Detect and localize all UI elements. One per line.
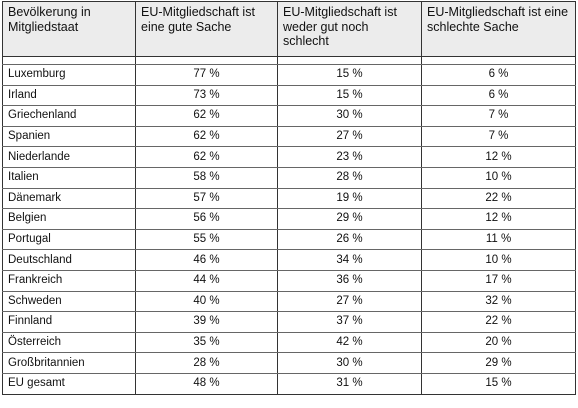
country-cell: Niederlande bbox=[2, 146, 136, 168]
bad-cell: 29 % bbox=[421, 352, 576, 374]
table-row: Portugal 55 % 26 % 11 % bbox=[2, 229, 576, 251]
table-row: Österreich 35 % 42 % 20 % bbox=[2, 332, 576, 354]
neutral-cell: 19 % bbox=[277, 188, 422, 210]
eu-membership-table: Bevölkerung in Mitgliedstaat EU-Mitglied… bbox=[2, 1, 576, 395]
bad-cell: 7 % bbox=[421, 105, 576, 127]
neutral-cell: 28 % bbox=[277, 167, 422, 189]
bad-cell: 20 % bbox=[421, 332, 576, 354]
table-row: Irland 73 % 15 % 6 % bbox=[2, 85, 576, 107]
table-row: Niederlande 62 % 23 % 12 % bbox=[2, 146, 576, 168]
spacer-cell bbox=[421, 56, 576, 65]
table-row: Deutschland 46 % 34 % 10 % bbox=[2, 249, 576, 271]
table-row-total: EU gesamt 48 % 31 % 15 % bbox=[2, 373, 576, 395]
neutral-cell: 29 % bbox=[277, 208, 422, 230]
neutral-cell: 27 % bbox=[277, 126, 422, 148]
table-row: Großbritannien 28 % 30 % 29 % bbox=[2, 352, 576, 374]
country-cell: Frankreich bbox=[2, 270, 136, 292]
neutral-cell: 42 % bbox=[277, 332, 422, 354]
bad-cell: 12 % bbox=[421, 208, 576, 230]
good-cell: 62 % bbox=[135, 126, 278, 148]
good-cell: 62 % bbox=[135, 146, 278, 168]
table-row: Finnland 39 % 37 % 22 % bbox=[2, 311, 576, 333]
table-row: Luxemburg 77 % 15 % 6 % bbox=[2, 64, 576, 86]
spacer-cell bbox=[135, 56, 278, 65]
country-cell: Luxemburg bbox=[2, 64, 136, 86]
neutral-cell: 36 % bbox=[277, 270, 422, 292]
country-cell: Schweden bbox=[2, 291, 136, 313]
country-cell: Irland bbox=[2, 85, 136, 107]
neutral-cell: 30 % bbox=[277, 105, 422, 127]
eu-membership-table-container: Bevölkerung in Mitgliedstaat EU-Mitglied… bbox=[2, 1, 576, 403]
good-cell: 44 % bbox=[135, 270, 278, 292]
table-row: Dänemark 57 % 19 % 22 % bbox=[2, 188, 576, 210]
good-cell: 77 % bbox=[135, 64, 278, 86]
country-cell: Italien bbox=[2, 167, 136, 189]
header-row: Bevölkerung in Mitgliedstaat EU-Mitglied… bbox=[2, 1, 576, 57]
country-cell: Portugal bbox=[2, 229, 136, 251]
bad-cell: 7 % bbox=[421, 126, 576, 148]
neutral-cell: 30 % bbox=[277, 352, 422, 374]
table-row: Spanien 62 % 27 % 7 % bbox=[2, 126, 576, 148]
neutral-cell: 27 % bbox=[277, 291, 422, 313]
bad-cell: 10 % bbox=[421, 167, 576, 189]
country-cell: Griechenland bbox=[2, 105, 136, 127]
header-bad: EU-Mitgliedschaft ist eine schlechte Sac… bbox=[421, 1, 576, 57]
country-cell: Finnland bbox=[2, 311, 136, 333]
spacer-row bbox=[2, 56, 576, 65]
good-cell: 57 % bbox=[135, 188, 278, 210]
neutral-cell: 34 % bbox=[277, 249, 422, 271]
good-cell: 28 % bbox=[135, 352, 278, 374]
good-cell: 55 % bbox=[135, 229, 278, 251]
good-cell: 58 % bbox=[135, 167, 278, 189]
good-cell: 35 % bbox=[135, 332, 278, 354]
good-cell: 39 % bbox=[135, 311, 278, 333]
neutral-cell: 23 % bbox=[277, 146, 422, 168]
country-cell: Deutschland bbox=[2, 249, 136, 271]
country-cell: Großbritannien bbox=[2, 352, 136, 374]
bad-cell: 22 % bbox=[421, 311, 576, 333]
table-row: Griechenland 62 % 30 % 7 % bbox=[2, 105, 576, 127]
table-body: Luxemburg 77 % 15 % 6 % Irland 73 % 15 %… bbox=[2, 56, 576, 395]
neutral-cell: 15 % bbox=[277, 85, 422, 107]
table-row: Schweden 40 % 27 % 32 % bbox=[2, 291, 576, 313]
bad-cell: 6 % bbox=[421, 85, 576, 107]
neutral-cell: 26 % bbox=[277, 229, 422, 251]
good-cell: 46 % bbox=[135, 249, 278, 271]
table-row: Frankreich 44 % 36 % 17 % bbox=[2, 270, 576, 292]
header-neutral: EU-Mitgliedschaft ist weder gut noch sch… bbox=[277, 1, 422, 57]
good-cell: 62 % bbox=[135, 105, 278, 127]
header-good: EU-Mitgliedschaft ist eine gute Sache bbox=[135, 1, 278, 57]
neutral-cell: 31 % bbox=[277, 373, 422, 395]
neutral-cell: 15 % bbox=[277, 64, 422, 86]
bad-cell: 32 % bbox=[421, 291, 576, 313]
spacer-cell bbox=[277, 56, 422, 65]
good-cell: 40 % bbox=[135, 291, 278, 313]
bad-cell: 6 % bbox=[421, 64, 576, 86]
bad-cell: 12 % bbox=[421, 146, 576, 168]
spacer-cell bbox=[2, 56, 136, 65]
table-row: Belgien 56 % 29 % 12 % bbox=[2, 208, 576, 230]
good-cell: 56 % bbox=[135, 208, 278, 230]
country-cell: Belgien bbox=[2, 208, 136, 230]
country-cell: Österreich bbox=[2, 332, 136, 354]
country-cell: EU gesamt bbox=[2, 373, 136, 395]
good-cell: 48 % bbox=[135, 373, 278, 395]
table-row: Italien 58 % 28 % 10 % bbox=[2, 167, 576, 189]
bad-cell: 17 % bbox=[421, 270, 576, 292]
country-cell: Dänemark bbox=[2, 188, 136, 210]
bad-cell: 10 % bbox=[421, 249, 576, 271]
header-population: Bevölkerung in Mitgliedstaat bbox=[2, 1, 136, 57]
bad-cell: 11 % bbox=[421, 229, 576, 251]
bad-cell: 15 % bbox=[421, 373, 576, 395]
table-header: Bevölkerung in Mitgliedstaat EU-Mitglied… bbox=[2, 1, 576, 57]
country-cell: Spanien bbox=[2, 126, 136, 148]
bad-cell: 22 % bbox=[421, 188, 576, 210]
neutral-cell: 37 % bbox=[277, 311, 422, 333]
good-cell: 73 % bbox=[135, 85, 278, 107]
